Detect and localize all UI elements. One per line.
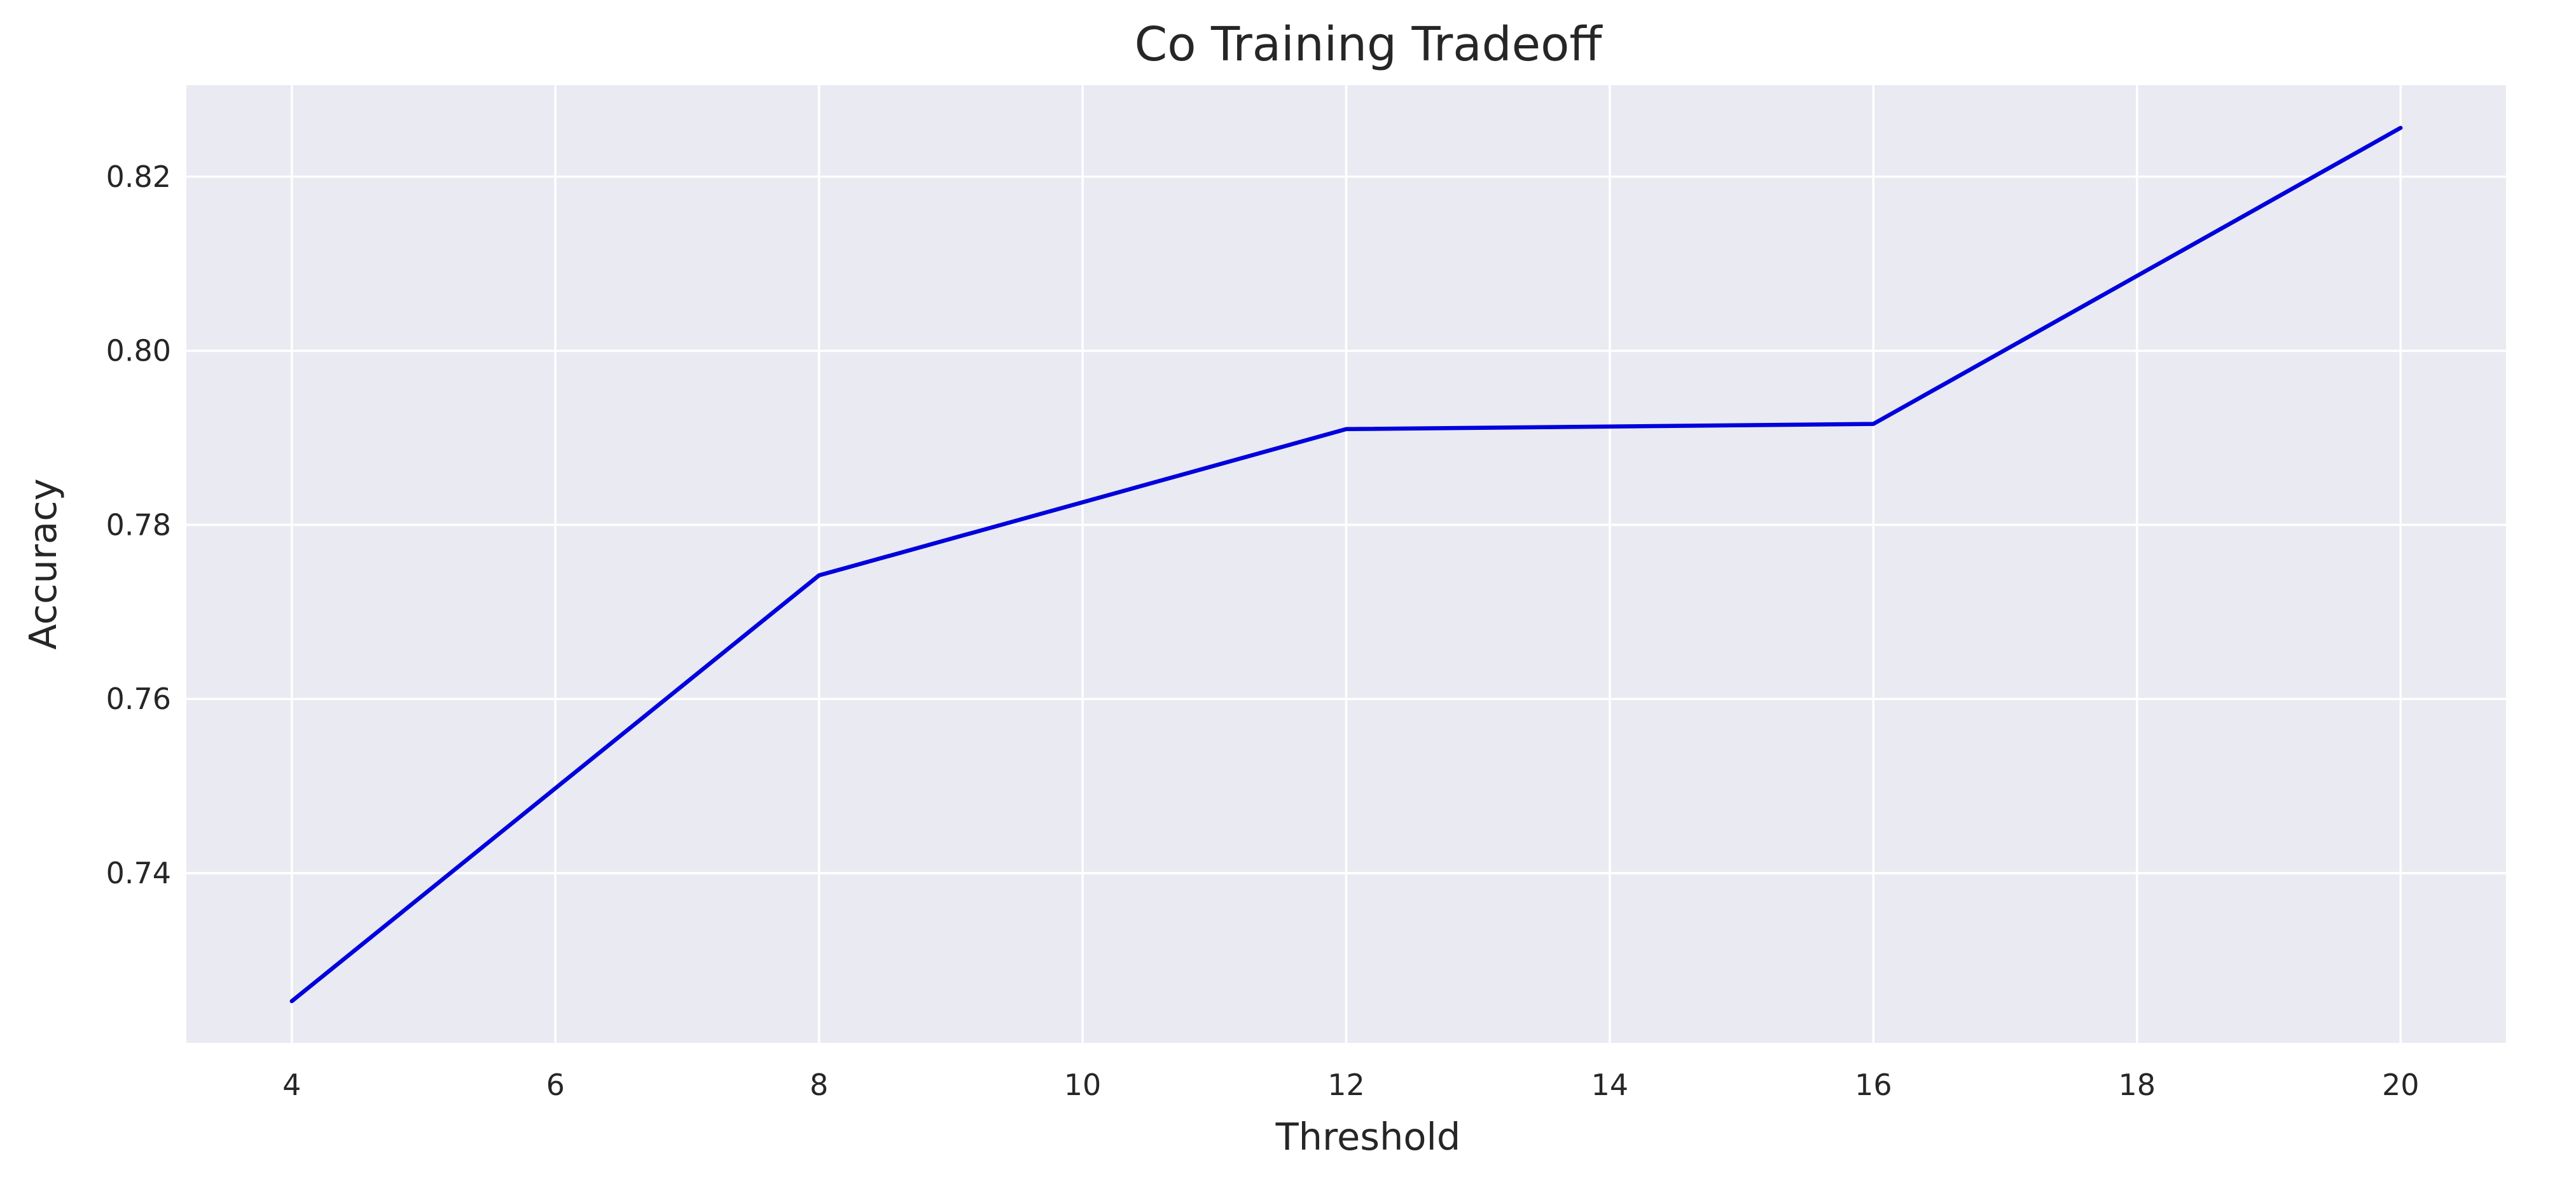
- series-layer: [289, 125, 2403, 1003]
- x-tick-label: 18: [2119, 1068, 2156, 1102]
- x-tick-label: 14: [1591, 1068, 1629, 1102]
- y-tick-label: 0.76: [106, 682, 171, 716]
- chart-title: Co Training Tradeoff: [1135, 17, 1603, 72]
- x-tick-labels: 4 6 8 10 12 14 16 18 20: [282, 1068, 2419, 1102]
- y-axis-label: Accuracy: [21, 478, 65, 649]
- grid: [186, 85, 2506, 1043]
- x-axis-label: Threshold: [1275, 1115, 1461, 1159]
- x-tick-label: 20: [2382, 1068, 2420, 1102]
- y-tick-label: 0.80: [106, 334, 171, 368]
- x-tick-label: 12: [1327, 1068, 1365, 1102]
- y-tick-labels: 0.74 0.76 0.78 0.80 0.82: [106, 160, 171, 890]
- x-tick-label: 4: [282, 1068, 301, 1102]
- y-tick-label: 0.82: [106, 160, 171, 194]
- x-tick-label: 6: [546, 1068, 565, 1102]
- y-tick-label: 0.74: [106, 856, 171, 890]
- series-line: [289, 125, 2403, 1003]
- x-tick-label: 10: [1064, 1068, 1102, 1102]
- x-tick-label: 8: [810, 1068, 828, 1102]
- x-tick-label: 16: [1855, 1068, 1892, 1102]
- y-tick-label: 0.78: [106, 507, 171, 542]
